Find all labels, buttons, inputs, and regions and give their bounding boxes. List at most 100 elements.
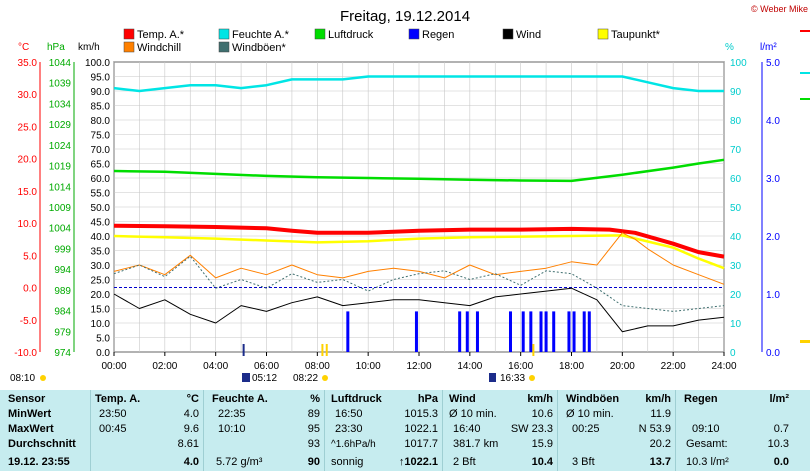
pressure-current: ↑1022.1 xyxy=(398,456,438,468)
series-line xyxy=(113,223,725,259)
current-label: 19.12. 23:55 xyxy=(8,456,70,468)
humidity-tick-label: 100 xyxy=(730,58,747,69)
pressure-max-time: 23:30 xyxy=(335,423,363,435)
rain-tick-label: 4.0 xyxy=(766,116,780,127)
rain-max-time: 09:10 xyxy=(692,423,720,435)
temp-unit-label: °C xyxy=(18,42,29,53)
rain-bar xyxy=(552,311,556,352)
temp-tick-label: 30.0 xyxy=(18,90,38,101)
col-gusts: Windböen km/h Ø 10 min. 11.9 00:25 N 53.… xyxy=(557,390,676,471)
humidity-avg: 93 xyxy=(307,438,320,450)
x-tick-label: 24:00 xyxy=(711,361,736,372)
rain-unit: l/m² xyxy=(769,393,789,405)
pressure-tick-label: 1004 xyxy=(49,224,72,235)
pressure-forecast: sonnig xyxy=(331,456,364,468)
rain-total-label: Gesamt: xyxy=(686,438,728,450)
gusts-avg10-label: Ø 10 min. xyxy=(566,408,614,420)
legend-swatch xyxy=(123,41,135,53)
rain-total: 10.3 xyxy=(767,438,789,450)
series-line xyxy=(113,75,724,93)
pressure-tick-label: 984 xyxy=(54,307,71,318)
x-tick-label: 12:00 xyxy=(406,361,431,372)
wind-tick-label: 100.0 xyxy=(85,58,110,69)
wind-tick-label: 75.0 xyxy=(91,131,111,142)
wind-title: Wind xyxy=(449,393,476,405)
edge-mark-2 xyxy=(800,72,810,74)
rain-tick-label: 2.0 xyxy=(766,232,780,243)
gusts-max-time: 00:25 xyxy=(572,423,600,435)
x-tick-label: 22:00 xyxy=(661,361,686,372)
pressure-tick-label: 1029 xyxy=(49,120,72,131)
legend-swatch xyxy=(597,28,609,40)
wind-tick-label: 80.0 xyxy=(91,116,111,127)
credit-text: © Weber Mike xyxy=(751,4,808,14)
wind-tick-label: 15.0 xyxy=(91,305,111,316)
wind-tick-label: 40.0 xyxy=(91,232,111,243)
wind-tick-label: 85.0 xyxy=(91,102,111,113)
rain-tick-label: 3.0 xyxy=(766,174,780,185)
humidity-tick-label: 50 xyxy=(730,203,742,214)
pressure-avg: 1017.7 xyxy=(404,438,438,450)
rain-bar xyxy=(475,311,479,352)
pressure-tick-label: 1039 xyxy=(49,79,72,90)
avg-label: Durchschnitt xyxy=(8,438,76,450)
legend-swatch xyxy=(314,28,326,40)
weather-chart: Freitag, 19.12.2014 © Weber Mike Temp. A… xyxy=(10,4,810,384)
series-line xyxy=(113,158,725,183)
wind-bft: 2 Bft xyxy=(453,456,476,468)
legend-label: Regen xyxy=(422,29,454,41)
rain-bar xyxy=(582,311,586,352)
humidity-unit: % xyxy=(310,393,320,405)
wind-current: 10.4 xyxy=(531,456,553,468)
pressure-tick-label: 989 xyxy=(54,286,71,297)
rain-rate: 10.3 l/m² xyxy=(686,456,729,468)
sunset-dot-icon xyxy=(529,375,535,381)
right-edge-sliver xyxy=(800,30,810,343)
humidity-unit-label: % xyxy=(725,42,734,53)
wind-unit: km/h xyxy=(527,393,553,405)
humidity-tick-label: 90 xyxy=(730,87,742,98)
pressure-min-time: 16:50 xyxy=(335,408,363,420)
humidity-max-time: 10:10 xyxy=(218,423,246,435)
wind-tick-label: 65.0 xyxy=(91,160,111,171)
edge-mark-1 xyxy=(800,30,810,32)
temp-tick-label: 20.0 xyxy=(18,155,38,166)
rain-unit-label: l/m² xyxy=(760,42,777,53)
legend-label: Taupunkt* xyxy=(611,29,661,41)
summary-table: Sensor MinWert MaxWert Durchschnitt 19.1… xyxy=(0,390,810,471)
wind-tick-label: 95.0 xyxy=(91,73,111,84)
gusts-avg10: 11.9 xyxy=(650,408,671,420)
rain-bar xyxy=(414,311,418,352)
rain-bar xyxy=(509,311,512,352)
chart-axes: °C hPa km/h% l/m² 35.0 30.0 25.0 20.0 15.0 10.0 5.… xyxy=(14,42,780,372)
x-tick-label: 18:00 xyxy=(559,361,584,372)
series-line xyxy=(113,287,725,333)
series-line xyxy=(113,232,725,285)
wind-tick-label: 35.0 xyxy=(91,247,111,258)
wind-tick-label: 90.0 xyxy=(91,87,111,98)
humidity-tick-label: 80 xyxy=(730,116,742,127)
pressure-tick-label: 1024 xyxy=(49,141,72,152)
wind-tick-label: 45.0 xyxy=(91,218,111,229)
col-wind: Wind km/h Ø 10 min. 10.6 16:40 SW 23.3 3… xyxy=(442,390,558,471)
gusts-title: Windböen xyxy=(566,393,620,405)
x-tick-label: 10:00 xyxy=(356,361,381,372)
edge-mark-4 xyxy=(800,340,810,343)
moon-time-2: 08:22 xyxy=(293,373,318,384)
legend-label: Wind xyxy=(516,29,541,41)
wind-tick-label: 0.0 xyxy=(96,348,110,359)
x-tick-label: 08:00 xyxy=(305,361,330,372)
humidity-max: 95 xyxy=(307,423,320,435)
x-tick-label: 00:00 xyxy=(101,361,126,372)
rain-bar xyxy=(458,311,462,352)
wind-unit-label: km/h xyxy=(78,42,100,53)
chart-legend: Temp. A.* Feuchte A.* Luftdruck Regen Wind Ta… xyxy=(123,28,661,54)
series-line xyxy=(113,255,725,312)
pressure-tick-label: 979 xyxy=(54,327,71,338)
wind-tick-label: 10.0 xyxy=(91,319,111,330)
pressure-tick-label: 999 xyxy=(54,244,71,255)
legend-label: Windböen* xyxy=(232,42,287,54)
wind-avg10: 10.6 xyxy=(531,408,553,420)
temp-tick-label: 5.0 xyxy=(23,251,37,262)
gusts-max: N 53.9 xyxy=(638,423,671,435)
